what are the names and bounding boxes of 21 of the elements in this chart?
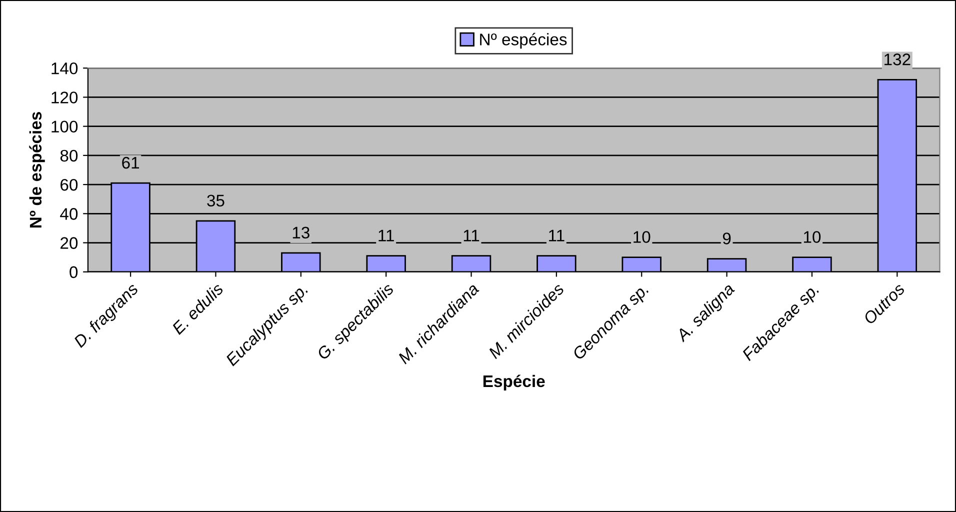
x-axis-title: Espécie — [483, 374, 545, 390]
y-tick-label: 40 — [60, 208, 78, 220]
legend-label: Nº espécies — [480, 32, 567, 49]
y-tick-label: 0 — [70, 266, 78, 278]
data-label: 132 — [884, 54, 910, 66]
data-label: 11 — [464, 230, 480, 242]
data-label: 13 — [292, 226, 310, 239]
y-tick-label: 60 — [60, 178, 78, 191]
data-label: 61 — [122, 156, 139, 169]
y-tick-label: 100 — [52, 120, 78, 133]
data-label: 11 — [378, 230, 394, 242]
data-label: 10 — [804, 231, 821, 243]
data-label: 11 — [549, 230, 564, 242]
y-tick-label: 120 — [52, 92, 78, 104]
data-label: 10 — [634, 231, 650, 243]
y-tick-label: 80 — [60, 150, 78, 162]
y-axis-title: Nº de espécies — [29, 112, 45, 228]
data-label: 9 — [722, 232, 731, 244]
y-tick-label: 140 — [52, 62, 78, 74]
y-tick-label: 20 — [60, 237, 78, 249]
data-label: 35 — [207, 194, 224, 207]
